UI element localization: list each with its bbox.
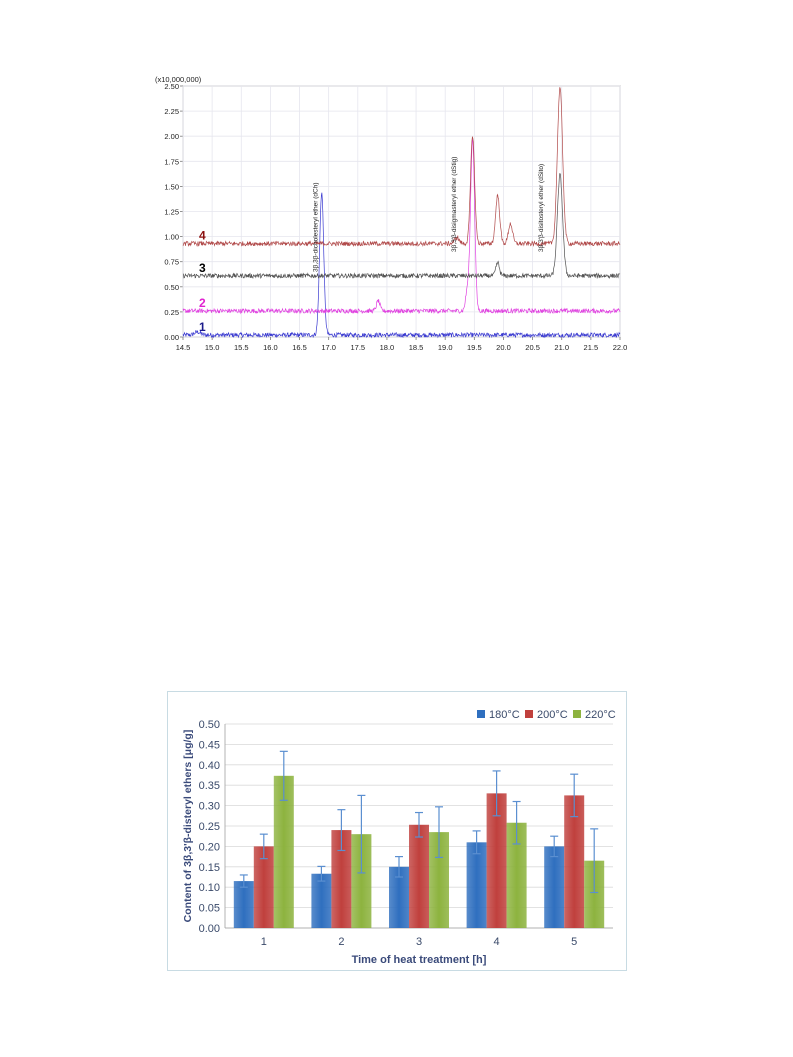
trace-1 [182, 192, 621, 339]
bar-180C-4 [466, 842, 487, 928]
bar-180C-5 [544, 846, 565, 928]
y-tick-label: 0.50 [164, 283, 179, 292]
y-axis-title: Content of 3β,3'β-disteryl ethers [μg/g] [182, 730, 194, 923]
bar-220C-2 [351, 834, 372, 928]
bar-220C-3 [429, 832, 449, 928]
bar-200C-2 [331, 830, 352, 928]
x-tick-label: 15.5 [234, 343, 249, 352]
peak-annotation: 3β,3'β-disigmasteryl ether (dStig) [451, 157, 458, 252]
trace-4 [182, 87, 621, 248]
y-tick-label: 2.00 [164, 132, 179, 141]
trace-3 [182, 173, 621, 280]
bar-180C-1 [233, 881, 254, 928]
bar-chart: 0.00 0.05 0.10 0.15 0.20 0.25 0.30 0.35 0.40 0.45… [167, 691, 627, 971]
trace-2 [182, 139, 621, 315]
chromatogram-svg: 0.00 0.25 0.50 0.75 1.00 1.25 1.50 1.75 2.00 2.25… [155, 75, 628, 352]
legend-label: 200°C [537, 709, 568, 721]
x-tick-label: 4 [494, 936, 500, 948]
x-tick-label: 18.5 [409, 343, 424, 352]
y-tick-label: 0.10 [199, 882, 220, 894]
legend-swatch [573, 710, 581, 718]
bar-220C-4 [506, 822, 527, 928]
x-tick-label: 17.0 [321, 343, 336, 352]
x-tick-label: 21.0 [554, 343, 569, 352]
trace-label-2: 2 [199, 296, 206, 310]
y-tick-label: 0.15 [199, 862, 220, 874]
x-tick-label: 18.0 [380, 343, 395, 352]
legend-label: 180°C [489, 709, 520, 721]
y-tick-label: 1.25 [164, 208, 179, 217]
x-tick-label: 20.5 [525, 343, 540, 352]
legend-label: 220°C [585, 709, 616, 721]
x-tick-label: 2 [338, 936, 344, 948]
peak-annotation: 3β,3'β-disitosteryl ether (dSito) [538, 164, 545, 252]
chromatogram-chart: 0.00 0.25 0.50 0.75 1.00 1.25 1.50 1.75 2.00 2.25… [150, 72, 630, 372]
bar-200C-1 [253, 846, 274, 928]
legend-swatch [477, 710, 485, 718]
bar-chart-svg: 0.00 0.05 0.10 0.15 0.20 0.25 0.30 0.35 0.40 0.45… [167, 691, 627, 971]
x-tick-label: 16.5 [292, 343, 307, 352]
x-tick-label: 1 [261, 936, 267, 948]
y-tick-label: 1.00 [164, 233, 179, 242]
y-tick-label: 1.75 [164, 157, 179, 166]
x-tick-label: 21.5 [584, 343, 599, 352]
bar-220C-5 [584, 860, 605, 928]
x-tick-label: 16.0 [263, 343, 278, 352]
y-tick-label: 0.05 [199, 903, 220, 915]
x-tick-label: 5 [571, 936, 577, 948]
y-tick-label: 0.30 [199, 801, 220, 813]
y-tick-label: 0.25 [164, 308, 179, 317]
y-tick-label: 0.45 [199, 739, 220, 751]
y-tick-label: 0.25 [199, 821, 220, 833]
x-tick-label: 14.5 [176, 343, 191, 352]
legend-swatch [525, 710, 533, 718]
trace-label-3: 3 [199, 261, 206, 275]
x-tick-label: 20.0 [496, 343, 511, 352]
peak-annotation: 3β,3β-dicholesteryl ether (dCh) [313, 183, 320, 273]
bar-180C-2 [311, 873, 332, 928]
bar-200C-5 [564, 795, 585, 928]
x-tick-label: 19.0 [438, 343, 453, 352]
y-tick-label: 0.40 [199, 760, 220, 772]
chart-frame [167, 691, 627, 971]
y-tick-label: 1.50 [164, 182, 179, 191]
bar-200C-4 [486, 793, 507, 928]
x-axis-title: Time of heat treatment [h] [352, 954, 487, 966]
x-tick-label: 3 [416, 936, 422, 948]
y-tick-label: 0.50 [199, 719, 220, 731]
bar-180C-3 [389, 866, 409, 928]
y-tick-label: 0.35 [199, 780, 220, 792]
bar-200C-3 [409, 824, 429, 928]
x-tick-label: 22.0 [613, 343, 628, 352]
x-tick-label: 15.0 [205, 343, 220, 352]
y-tick-label: 0.00 [199, 923, 220, 935]
y-tick-label: 2.25 [164, 107, 179, 116]
y-tick-label: 0.75 [164, 258, 179, 267]
trace-label-4: 4 [199, 229, 206, 243]
bar-220C-1 [273, 775, 294, 928]
y-tick-label: 0.20 [199, 841, 220, 853]
x-tick-label: 17.5 [350, 343, 365, 352]
y-tick-label: 0.00 [164, 333, 179, 342]
y-tick-label: 2.50 [164, 82, 179, 91]
y-multiplier-label: (x10,000,000) [155, 75, 202, 84]
x-tick-label: 19.5 [467, 343, 482, 352]
trace-label-1: 1 [199, 320, 206, 334]
